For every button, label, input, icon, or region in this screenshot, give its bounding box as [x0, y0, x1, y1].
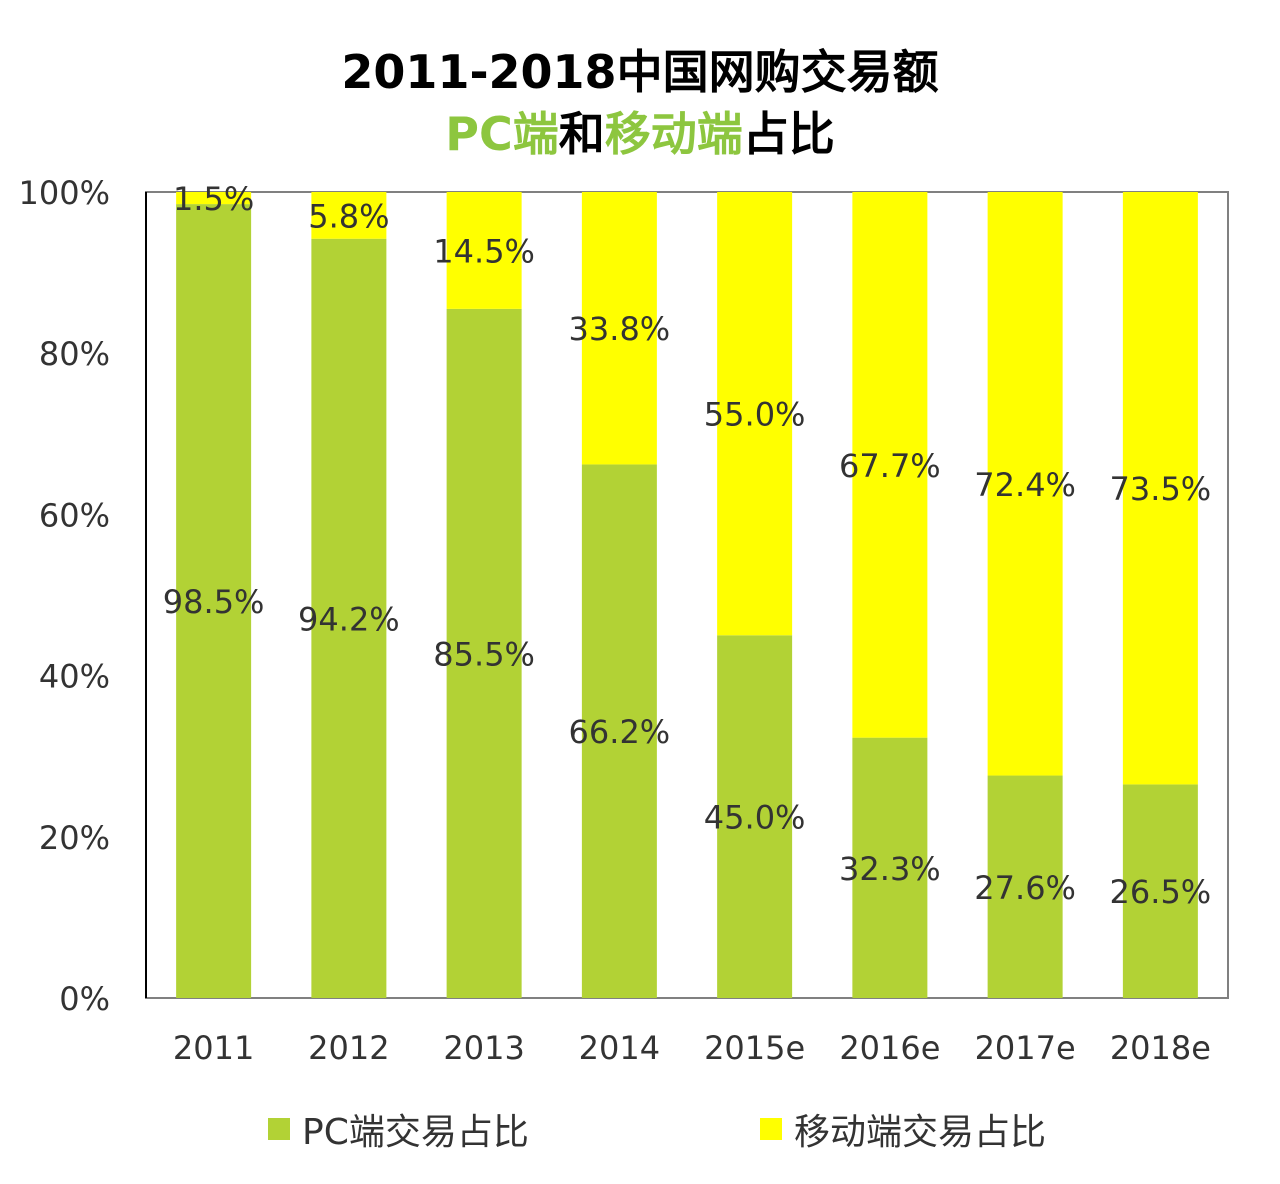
- bar-mobile-2011: [176, 192, 252, 205]
- legend-item-pc: PC端交易占比: [268, 1104, 529, 1154]
- data-label-pc-2012: 94.2%: [298, 600, 400, 638]
- data-label-mobile-2011: 1.5%: [173, 180, 254, 218]
- data-label-pc-2011: 98.5%: [163, 583, 265, 621]
- bar-pc-2016e: [852, 737, 928, 998]
- data-label-mobile-2012: 5.8%: [308, 197, 389, 235]
- x-tick-label-2013: 2013: [443, 1029, 524, 1067]
- bar-pc-2014: [581, 464, 657, 999]
- x-tick-label-2011: 2011: [173, 1029, 254, 1067]
- bar-pc-2012: [311, 238, 387, 999]
- legend-swatch-pc: [268, 1118, 290, 1140]
- data-label-pc-2017e: 27.6%: [974, 869, 1076, 907]
- x-tick-label-2015e: 2015e: [704, 1029, 805, 1067]
- bar-mobile-2013: [446, 192, 522, 309]
- title-part-and: 和: [558, 107, 605, 161]
- title-part-mobile: 移动端: [604, 107, 743, 161]
- bar-mobile-2018e: [1122, 192, 1198, 785]
- data-label-pc-2015e: 45.0%: [704, 799, 806, 837]
- data-label-mobile-2013: 14.5%: [433, 232, 535, 270]
- bar-pc-2018e: [1122, 784, 1198, 998]
- bar-pc-2017e: [987, 775, 1063, 998]
- chart-title-line2: PC端和移动端占比: [0, 98, 1280, 164]
- legend-label-mobile: 移动端交易占比: [794, 1112, 1047, 1153]
- title-part-share: 占比: [742, 107, 835, 161]
- x-tick-label-2012: 2012: [308, 1029, 389, 1067]
- x-tick-label-2014: 2014: [579, 1029, 660, 1067]
- data-label-pc-2018e: 26.5%: [1110, 873, 1212, 911]
- bar-pc-2011: [176, 204, 252, 999]
- x-tick-label-2016e: 2016e: [839, 1029, 940, 1067]
- data-label-pc-2013: 85.5%: [433, 635, 535, 673]
- data-label-mobile-2018e: 73.5%: [1110, 470, 1212, 508]
- bar-mobile-2014: [581, 192, 657, 465]
- data-label-mobile-2017e: 72.4%: [974, 466, 1076, 504]
- stacked-bar-chart: 98.5% 1.5% 94.2% 5.8% 85.5% 14.5% 66.2% 33.8% 45…: [19, 174, 1229, 1067]
- bar-pc-2013: [446, 308, 522, 998]
- chart-title-line1: 2011-2018中国网购交易额: [341, 45, 939, 99]
- x-tick-label-2018e: 2018e: [1110, 1029, 1211, 1067]
- y-tick-label-3: 60%: [39, 496, 110, 534]
- y-tick-label-5: 100%: [19, 174, 110, 212]
- data-label-mobile-2015e: 55.0%: [704, 396, 806, 434]
- bar-mobile-2015e: [717, 192, 793, 636]
- data-label-mobile-2016e: 67.7%: [839, 447, 941, 485]
- y-tick-label-2: 40%: [39, 658, 110, 696]
- bar-mobile-2016e: [852, 192, 928, 738]
- legend-label-pc: PC端交易占比: [302, 1112, 529, 1153]
- legend-swatch-mobile: [760, 1118, 782, 1140]
- bar-mobile-2017e: [987, 192, 1063, 776]
- bar-pc-2015e: [717, 635, 793, 998]
- title-part-pc: PC端: [445, 107, 559, 161]
- bar-mobile-2012: [311, 192, 387, 239]
- data-label-pc-2016e: 32.3%: [839, 850, 941, 888]
- legend-item-mobile: 移动端交易占比: [760, 1104, 1046, 1154]
- y-tick-label-0: 0%: [59, 980, 110, 1018]
- y-tick-label-1: 20%: [39, 819, 110, 857]
- data-label-mobile-2014: 33.8%: [569, 310, 671, 348]
- data-label-pc-2014: 66.2%: [569, 713, 671, 751]
- x-tick-label-2017e: 2017e: [975, 1029, 1076, 1067]
- y-tick-label-4: 80%: [39, 335, 110, 373]
